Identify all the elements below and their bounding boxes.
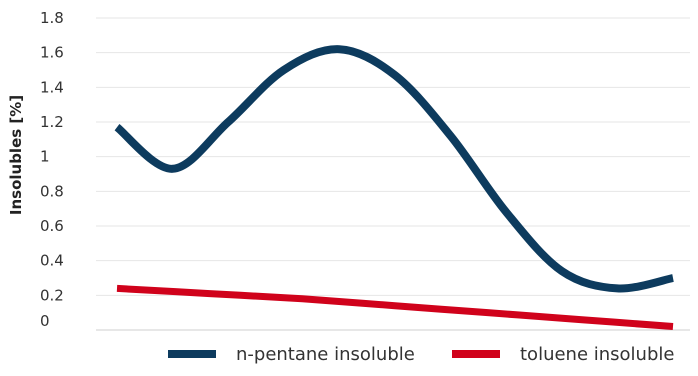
y-tick-label: 0.6 — [40, 217, 64, 235]
y-axis-ticks: 0 0.2 0.4 0.6 0.8 1 1.2 1.4 1.6 1.8 — [40, 9, 64, 330]
series-lines — [114, 45, 674, 331]
series-line-toluene-insoluble — [116, 284, 674, 331]
y-tick-label: 0 — [40, 312, 50, 330]
y-tick-label: 1.8 — [40, 9, 64, 27]
y-tick-label: 1.2 — [40, 113, 64, 131]
y-tick-label: 1.6 — [40, 44, 64, 62]
y-tick-label: 0.4 — [40, 252, 64, 270]
y-tick-label: 1.4 — [40, 78, 64, 96]
y-tick-label: 0.2 — [40, 286, 64, 304]
legend-label: n-pentane insoluble — [236, 344, 415, 365]
legend: n-pentane insoluble toluene insoluble — [168, 344, 674, 365]
series-line-n-pentane-insoluble — [114, 45, 674, 293]
legend-label: toluene insoluble — [520, 344, 674, 365]
y-tick-label: 1 — [40, 148, 50, 166]
y-tick-label: 0.8 — [40, 182, 64, 200]
y-axis-title: Insolubles [%] — [7, 95, 25, 215]
